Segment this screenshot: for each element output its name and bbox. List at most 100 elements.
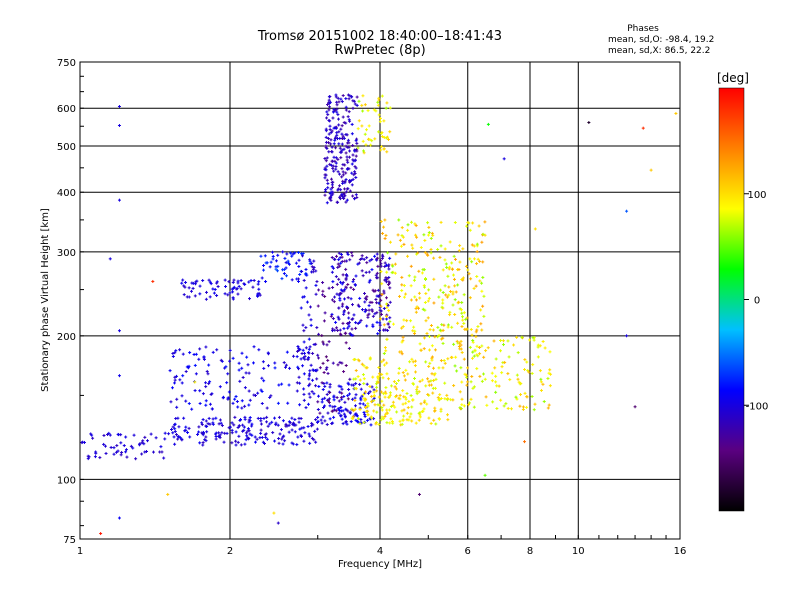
scatter-point [391, 264, 395, 268]
scatter-point [427, 231, 431, 235]
scatter-point [377, 374, 381, 378]
scatter-point [314, 292, 318, 296]
scatter-point [323, 294, 327, 298]
scatter-point [472, 244, 476, 248]
scatter-point [302, 329, 306, 333]
scatter-point [334, 127, 338, 131]
scatter-point [446, 413, 450, 417]
scatter-point [414, 233, 418, 237]
scatter-point [277, 383, 281, 387]
scatter-point [339, 405, 343, 409]
scatter-point [102, 433, 106, 437]
scatter-point [215, 294, 219, 298]
scatter-point [331, 116, 335, 120]
scatter-point [247, 280, 251, 284]
scatter-point [206, 372, 210, 376]
scatter-point [169, 400, 173, 404]
scatter-point [368, 278, 372, 282]
scatter-point [348, 180, 352, 184]
scatter-point [325, 116, 329, 120]
scatter-point [358, 378, 362, 382]
scatter-point [334, 156, 338, 160]
scatter-point [474, 335, 478, 339]
scatter-point [103, 444, 107, 448]
scatter-point [384, 386, 388, 390]
scatter-point [454, 355, 458, 359]
scatter-point-outlier [533, 227, 537, 231]
scatter-point [379, 309, 383, 313]
scatter-point [296, 435, 300, 439]
scatter-point [299, 252, 303, 256]
scatter-point [339, 261, 343, 265]
scatter-point [458, 341, 462, 345]
scatter-point [336, 157, 340, 161]
scatter-point [350, 407, 354, 411]
scatter-point [539, 380, 543, 384]
scatter-point [346, 381, 350, 385]
scatter-point [287, 383, 291, 387]
scatter-point [347, 387, 351, 391]
y-tick-label: 500 [57, 142, 76, 153]
x-tick-label: 6 [465, 546, 471, 557]
scatter-point [384, 106, 388, 110]
scatter-point [340, 260, 344, 264]
scatter-point [294, 261, 298, 265]
scatter-point [317, 384, 321, 388]
scatter-point [180, 281, 184, 285]
scatter-point [326, 182, 330, 186]
scatter-point [200, 421, 204, 425]
x-tick-label: 8 [527, 546, 533, 557]
scatter-point [483, 233, 487, 237]
scatter-point [198, 441, 202, 445]
scatter-point [347, 145, 351, 149]
scatter-point [353, 407, 357, 411]
scatter-point [381, 376, 385, 380]
scatter-point [280, 277, 284, 281]
scatter-point [311, 270, 315, 274]
scatter-point [281, 442, 285, 446]
scatter-point-outlier [117, 374, 121, 378]
scatter-point [432, 373, 436, 377]
scatter-point [354, 154, 358, 158]
scatter-point [380, 406, 384, 410]
scatter-point [307, 374, 311, 378]
scatter-point [193, 294, 197, 298]
scatter-point-outlier [166, 492, 170, 496]
scatter-point [345, 167, 349, 171]
scatter-point [290, 254, 294, 258]
scatter-point [314, 269, 318, 273]
scatter-point [323, 176, 327, 180]
scatter-point [389, 417, 393, 421]
scatter-point [335, 133, 339, 137]
scatter-point [341, 173, 345, 177]
scatter-point [383, 363, 387, 367]
scatter-point [190, 407, 194, 411]
scatter-point [388, 240, 392, 244]
scatter-point [539, 377, 543, 381]
scatter-point [322, 371, 326, 375]
scatter-point [233, 397, 237, 401]
scatter-point [257, 287, 261, 291]
scatter-point [340, 175, 344, 179]
scatter-point [335, 254, 339, 258]
scatter-point [422, 268, 426, 272]
scatter-point-outlier [108, 257, 112, 261]
scatter-point [425, 252, 429, 256]
scatter-point [478, 374, 482, 378]
scatter-point [323, 311, 327, 315]
scatter-point [362, 151, 366, 155]
scatter-point [341, 302, 345, 306]
scatter-point [225, 381, 229, 385]
scatter-point [246, 427, 250, 431]
scatter-point [194, 352, 198, 356]
scatter-point [278, 432, 282, 436]
scatter-point [313, 368, 317, 372]
scatter-point [532, 408, 536, 412]
scatter-point [432, 378, 436, 382]
scatter-point [231, 401, 235, 405]
scatter-point [314, 440, 318, 444]
x-tick-label: 1 [77, 546, 83, 557]
scatter-point [398, 294, 402, 298]
scatter-point [308, 369, 312, 373]
scatter-point [546, 406, 550, 410]
